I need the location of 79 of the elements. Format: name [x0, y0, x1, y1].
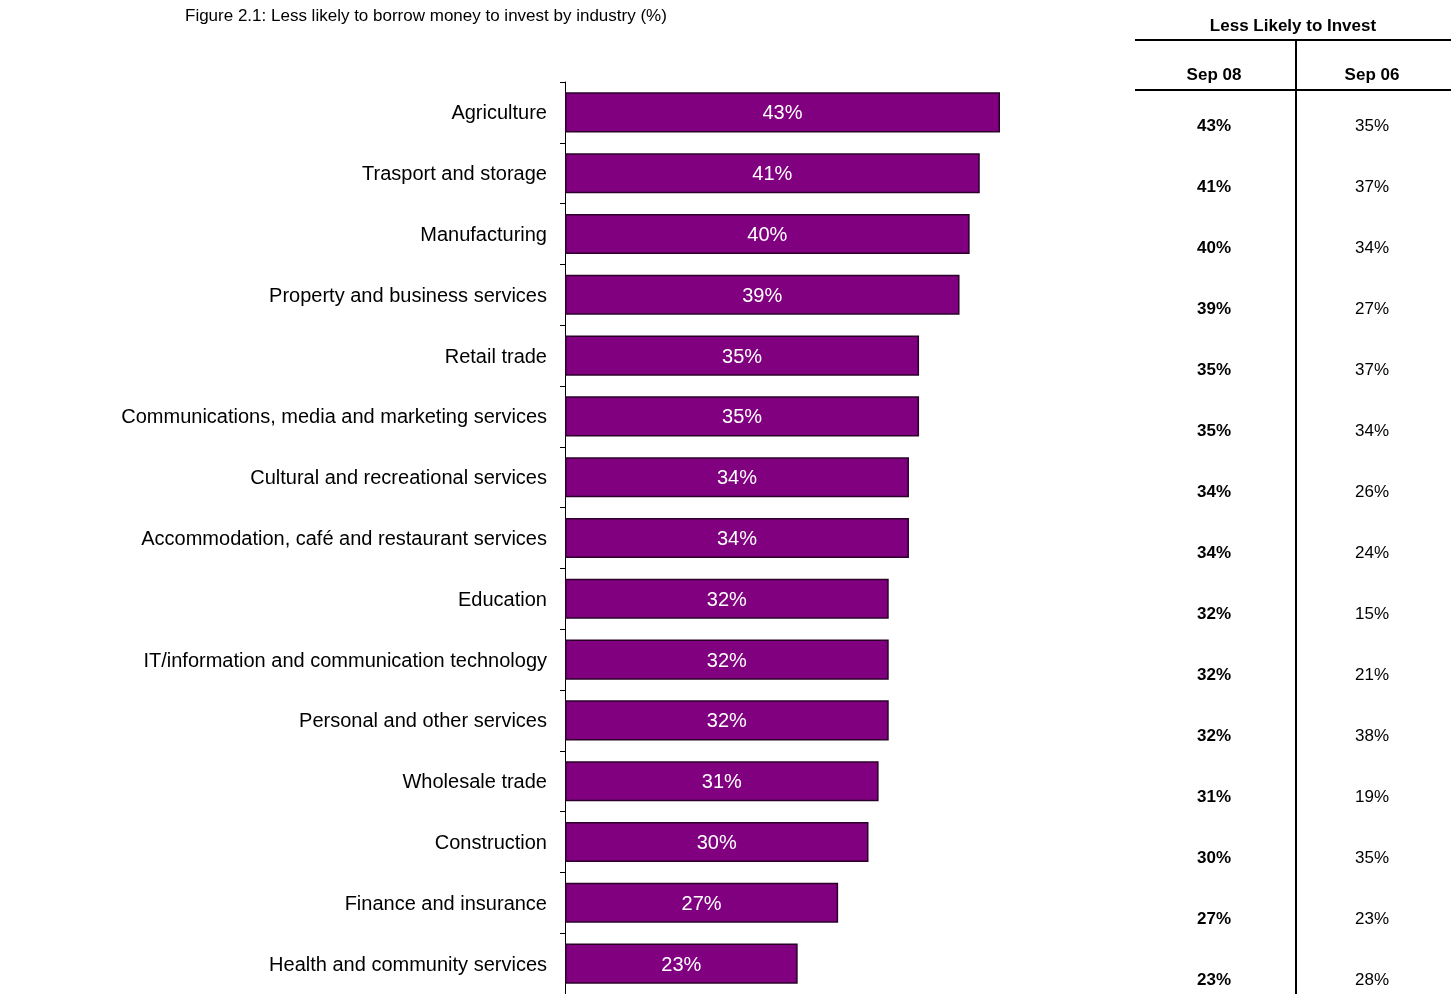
text: 34% — [1196, 543, 1232, 562]
data-label: 41% — [752, 162, 793, 185]
y-tick-label: Property and business services — [269, 283, 547, 306]
y-tick-label: Personal and other services — [299, 709, 547, 732]
text: 23% — [1354, 909, 1390, 928]
y-tick-label: Education — [458, 587, 547, 610]
text: 35% — [1354, 848, 1390, 867]
text: 27% — [1354, 299, 1390, 318]
y-tick-label: Retail trade — [444, 344, 547, 367]
y-tick-label: Agriculture — [451, 101, 547, 124]
text: 35% — [1354, 116, 1390, 135]
text: 21% — [1354, 665, 1390, 684]
text: 43% — [1196, 116, 1232, 135]
bar — [565, 882, 839, 923]
text: 15% — [1354, 604, 1390, 623]
text: Figure 2.1: Less likely to borrow money to invest by industry (%) — [185, 6, 667, 25]
y-tick-label: Communications, media and marketing services — [121, 405, 547, 428]
bar — [565, 457, 909, 498]
data-label: 34% — [716, 466, 758, 489]
data-label: 31% — [701, 770, 743, 793]
text: 38% — [1354, 726, 1390, 745]
bar — [565, 153, 980, 194]
data-label: 23% — [661, 952, 702, 975]
text: 37% — [1354, 360, 1390, 379]
text: 32% — [1196, 665, 1232, 684]
y-tick-label: Finance and insurance — [344, 891, 547, 914]
data-label: 34% — [716, 527, 758, 549]
text: 27% — [1196, 909, 1232, 928]
bar — [565, 396, 920, 437]
text: 39% — [1196, 299, 1232, 318]
data-label: 27% — [681, 891, 722, 914]
data-label: 39% — [742, 283, 783, 306]
text: 41% — [1196, 177, 1232, 196]
text: 19% — [1354, 787, 1390, 806]
data-label: 35% — [722, 344, 763, 367]
text: 32% — [1196, 604, 1232, 623]
data-label: 32% — [706, 587, 748, 610]
text: 34% — [1354, 238, 1390, 257]
text: 32% — [1196, 726, 1232, 745]
bar — [565, 517, 909, 559]
y-tick-label: Trasport and storage — [362, 162, 547, 185]
text: 23% — [1196, 970, 1232, 989]
y-tick-label: Accommodation, café and restaurant services — [141, 527, 547, 549]
bar — [565, 274, 960, 315]
y-tick-label: Cultural and recreational services — [250, 466, 547, 489]
text: 37% — [1354, 177, 1390, 196]
bar — [565, 92, 1000, 133]
data-label: 35% — [722, 405, 763, 428]
data-label: 30% — [696, 831, 737, 853]
y-tick-label: Manufacturing — [420, 223, 547, 245]
data-label: 43% — [762, 101, 803, 124]
text: Less Likely to Invest — [1209, 16, 1377, 35]
text: 40% — [1196, 238, 1232, 257]
text: 31% — [1196, 787, 1232, 806]
data-label: 40% — [747, 223, 788, 245]
text: 35% — [1196, 421, 1232, 440]
data-label: 32% — [706, 709, 748, 732]
text: 24% — [1354, 543, 1390, 562]
text: 28% — [1354, 970, 1390, 989]
y-tick-label: IT/information and communication technology — [143, 648, 547, 671]
text: 34% — [1196, 482, 1232, 501]
text: 34% — [1354, 421, 1390, 440]
bar — [565, 821, 869, 863]
bar — [565, 761, 879, 802]
y-tick-label: Construction — [434, 831, 547, 853]
bar — [565, 700, 889, 741]
data-label: 32% — [706, 648, 748, 671]
bar — [565, 943, 798, 984]
text: 26% — [1354, 482, 1390, 501]
bar — [565, 639, 889, 680]
y-tick-label: Health and community services — [269, 952, 547, 975]
bar — [565, 335, 920, 376]
text: 35% — [1196, 360, 1232, 379]
category-label: Sep 06 — [1344, 65, 1400, 84]
text: 30% — [1196, 848, 1232, 867]
category-label: Sep 08 — [1186, 65, 1242, 84]
bar — [565, 213, 970, 255]
y-tick-label: Wholesale trade — [402, 770, 547, 793]
bar — [565, 578, 889, 619]
